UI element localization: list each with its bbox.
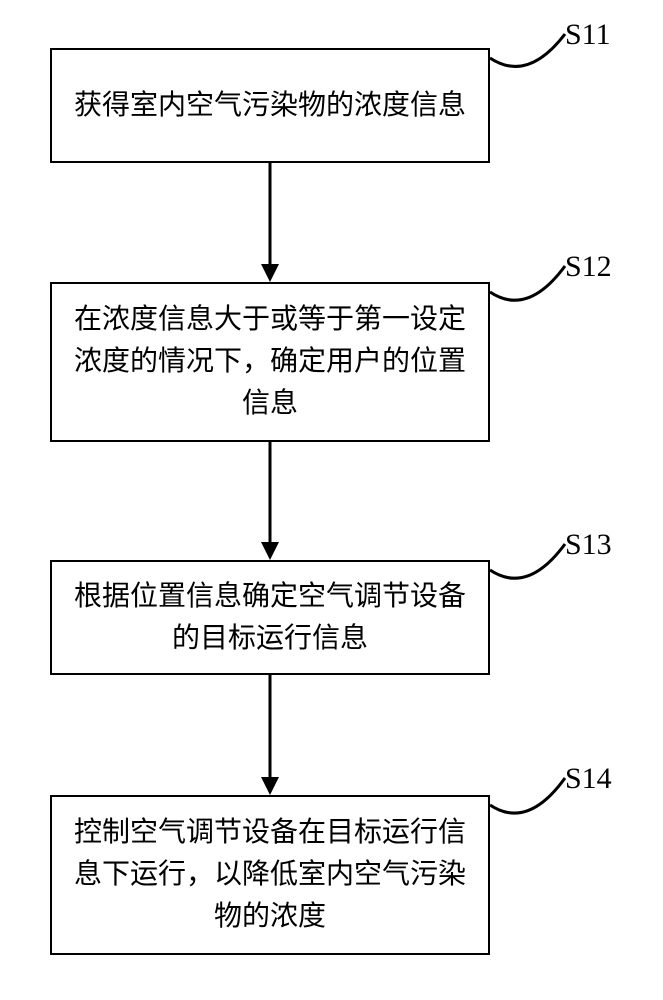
step-text: 在浓度信息大于或等于第一设定浓度的情况下，确定用户的位置信息 xyxy=(72,299,468,425)
flow-arrow xyxy=(250,163,290,282)
step-text: 根据位置信息确定空气调节设备的目标运行信息 xyxy=(72,576,468,660)
step-text: 控制空气调节设备在目标运行信息下运行，以降低室内空气污染物的浓度 xyxy=(72,812,468,938)
label-connector xyxy=(480,768,575,845)
flowchart-step-box: 获得室内空气污染物的浓度信息 xyxy=(50,48,490,163)
flowchart-container: 获得室内空气污染物的浓度信息 S11 在浓度信息大于或等于第一设定浓度的情况下，… xyxy=(0,0,663,1000)
flow-arrow xyxy=(250,675,290,795)
step-label: S11 xyxy=(565,18,611,52)
flowchart-step-box: 根据位置信息确定空气调节设备的目标运行信息 xyxy=(50,560,490,675)
label-connector xyxy=(480,256,575,332)
step-label: S14 xyxy=(565,762,612,796)
step-label: S12 xyxy=(565,250,612,284)
label-connector xyxy=(480,24,575,98)
step-label: S13 xyxy=(565,528,612,562)
label-connector xyxy=(480,534,575,610)
flowchart-step-box: 控制空气调节设备在目标运行信息下运行，以降低室内空气污染物的浓度 xyxy=(50,795,490,955)
flowchart-step-box: 在浓度信息大于或等于第一设定浓度的情况下，确定用户的位置信息 xyxy=(50,282,490,442)
flow-arrow xyxy=(250,442,290,560)
step-text: 获得室内空气污染物的浓度信息 xyxy=(74,85,466,127)
